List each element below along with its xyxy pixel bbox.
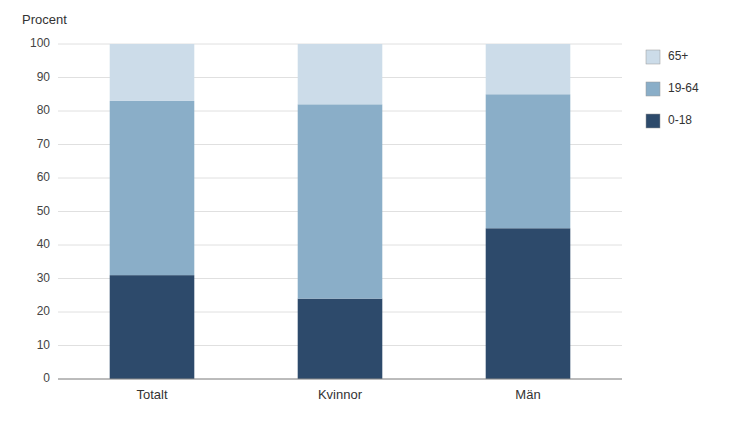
y-tick-label: 10: [37, 338, 51, 352]
legend-swatch: [646, 82, 660, 96]
x-tick-label: Kvinnor: [318, 387, 363, 402]
bar-segment: [486, 94, 571, 228]
bar-segment: [298, 299, 383, 379]
legend-label: 65+: [668, 49, 688, 63]
y-axis: 0 10 20 30 40 50 60 70 80 90 100: [30, 36, 622, 385]
chart-container: 0 10 20 30 40 50 60 70 80 90 100 Procent Totalt Kvinn…: [0, 0, 742, 421]
y-tick-label: 20: [37, 304, 51, 318]
y-axis-label: Procent: [22, 12, 67, 27]
legend-swatch: [646, 50, 660, 64]
grid-line: [58, 379, 622, 380]
bar-segment: [298, 44, 383, 104]
legend: 65+ 19-64 0-18: [646, 49, 699, 128]
x-axis-line: [58, 379, 622, 380]
x-tick-label: Män: [515, 387, 540, 402]
y-tick-label: 60: [37, 170, 51, 184]
bars: [110, 44, 571, 379]
legend-label: 0-18: [668, 113, 692, 127]
bar-segment: [110, 101, 195, 275]
y-tick-label: 80: [37, 103, 51, 117]
chart-svg: 0 10 20 30 40 50 60 70 80 90 100 Procent Totalt Kvinn…: [0, 0, 742, 421]
y-tick-label: 40: [37, 237, 51, 251]
bar-segment: [298, 104, 383, 298]
x-tick-label: Totalt: [136, 387, 167, 402]
y-tick-label: 70: [37, 137, 51, 151]
y-tick-label: 100: [30, 36, 50, 50]
bar-segment: [486, 228, 571, 379]
legend-swatch: [646, 114, 660, 128]
y-tick-label: 50: [37, 204, 51, 218]
y-tick-label: 90: [37, 70, 51, 84]
bar-segment: [110, 44, 195, 101]
x-axis: Totalt Kvinnor Män: [58, 379, 622, 402]
bar-segment: [486, 44, 571, 94]
y-tick-label: 0: [43, 371, 50, 385]
legend-label: 19-64: [668, 81, 699, 95]
y-tick-label: 30: [37, 271, 51, 285]
bar-segment: [110, 275, 195, 379]
